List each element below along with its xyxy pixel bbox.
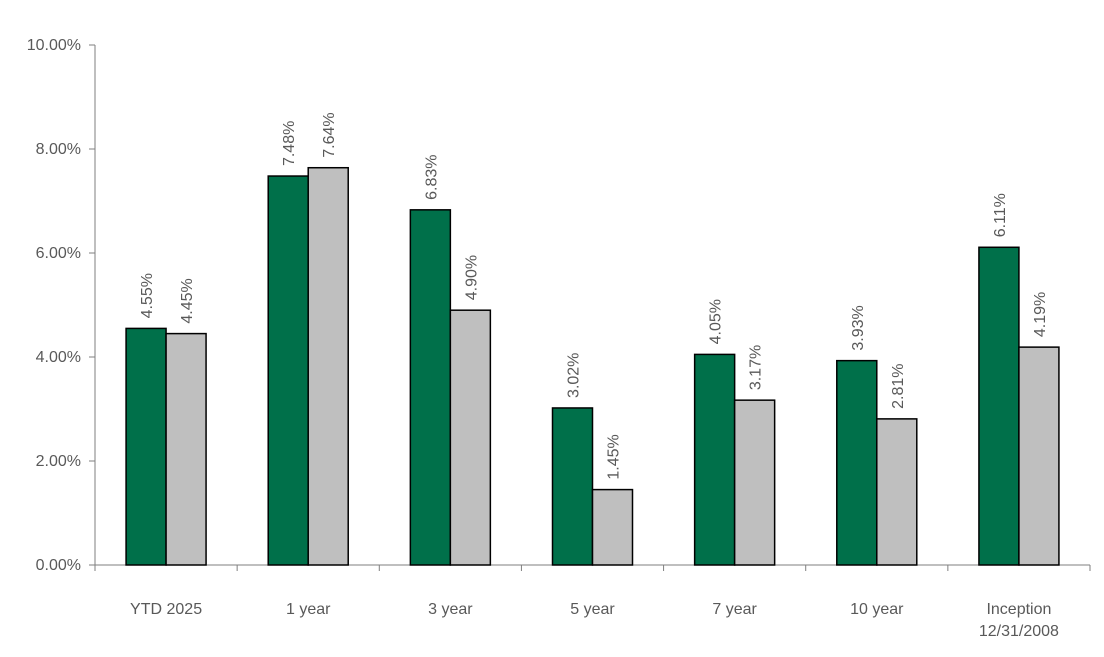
data-label: 6.11% <box>992 193 1009 237</box>
bar-series-1 <box>267 175 309 566</box>
data-label: 7.64% <box>321 112 338 157</box>
x-axis-category-label-line: 10 year <box>850 601 904 618</box>
data-label: 4.05% <box>708 299 725 344</box>
data-label: 4.19% <box>1032 292 1049 337</box>
x-axis-category-label: YTD 2025 <box>130 601 202 618</box>
data-label: 3.93% <box>850 305 867 350</box>
bar-series-2 <box>165 332 207 566</box>
bar-series-2 <box>591 488 634 566</box>
data-label: 4.90% <box>463 255 480 300</box>
x-axis-category-label-line: 3 year <box>428 601 473 618</box>
x-axis-category-label-line: YTD 2025 <box>130 601 202 618</box>
y-axis-tick-label: 6.00% <box>36 245 81 262</box>
bar-series-1 <box>551 407 594 566</box>
bar-series-1 <box>978 246 1020 566</box>
data-label: 2.81% <box>890 364 907 409</box>
data-label: 1.45% <box>606 434 623 479</box>
bar-series-1 <box>409 209 452 566</box>
bar-series-1 <box>836 359 878 566</box>
data-label: 4.55% <box>139 273 156 318</box>
x-axis-category-label: 10 year <box>850 601 904 618</box>
x-axis-category-label-line: 7 year <box>712 601 757 618</box>
data-label: 3.17% <box>748 345 765 390</box>
bar-series-2 <box>733 399 776 566</box>
y-axis-tick-label: 8.00% <box>36 141 81 158</box>
bar-series-1 <box>693 353 736 566</box>
y-axis-tick-label: 10.00% <box>27 37 81 54</box>
x-axis-category-label-line: 5 year <box>570 601 615 618</box>
y-axis-tick-label: 2.00% <box>36 453 81 470</box>
bar-series-1 <box>125 327 167 566</box>
x-axis-category-label: 7 year <box>712 601 757 618</box>
data-label: 7.48% <box>281 121 298 166</box>
x-axis-category-label-line: Inception <box>986 601 1051 618</box>
x-axis-category-label: 1 year <box>286 601 331 618</box>
x-axis-category-label: 5 year <box>570 601 615 618</box>
x-axis-category-label-line: 1 year <box>286 601 331 618</box>
data-label: 6.83% <box>423 154 440 199</box>
bar-series-2 <box>307 166 349 566</box>
data-label: 4.45% <box>179 278 196 323</box>
x-axis-category-label: 3 year <box>428 601 473 618</box>
data-label: 3.02% <box>566 353 583 398</box>
bar-series-2 <box>1018 346 1060 566</box>
x-axis-category-label-line: 12/31/2008 <box>979 623 1059 640</box>
x-axis-category-label: Inception 12/31/2008 <box>979 601 1059 640</box>
bar-series-2 <box>449 309 492 566</box>
bar-series-2 <box>876 418 918 566</box>
y-axis-tick-label: 0.00% <box>36 557 81 574</box>
y-axis-tick-label: 4.00% <box>36 349 81 366</box>
